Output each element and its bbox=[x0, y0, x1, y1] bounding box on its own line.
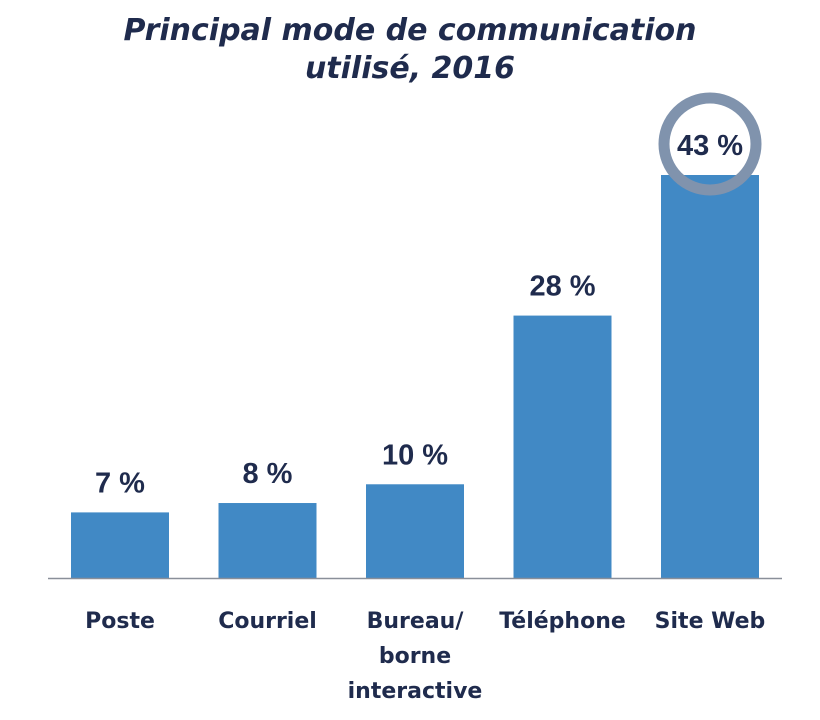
data-label-4: 43 % bbox=[677, 130, 743, 162]
bar-4 bbox=[661, 175, 759, 578]
category-label-0-line-0: Poste bbox=[85, 609, 155, 634]
chart-title: Principal mode de communication utilisé,… bbox=[0, 12, 820, 88]
data-label-3: 28 % bbox=[529, 271, 595, 303]
category-label-2-line-1: borne bbox=[379, 644, 451, 669]
category-label-0: Poste bbox=[85, 609, 155, 634]
category-label-1-line-0: Courriel bbox=[218, 609, 317, 634]
category-label-2-line-2: interactive bbox=[348, 679, 483, 704]
bar-3 bbox=[513, 315, 612, 578]
data-label-1: 8 % bbox=[243, 458, 293, 490]
chart-title-line-2: utilisé, 2016 bbox=[304, 51, 516, 86]
category-label-2: Bureau/borne interactive bbox=[348, 609, 483, 704]
chart-title-line-1: Principal mode de communication bbox=[123, 13, 697, 48]
category-label-3: Téléphone bbox=[499, 609, 626, 634]
bar-0 bbox=[71, 512, 169, 578]
data-label-0: 7 % bbox=[95, 467, 145, 499]
category-label-2-line-0: Bureau/ bbox=[367, 609, 465, 634]
bar-1 bbox=[218, 503, 317, 578]
highlight-ring bbox=[658, 92, 762, 196]
category-label-4-line-0: Site Web bbox=[655, 609, 766, 634]
category-label-1: Courriel bbox=[218, 609, 317, 634]
bar-2 bbox=[366, 484, 464, 578]
category-label-3-line-0: Téléphone bbox=[499, 609, 626, 634]
data-label-2: 10 % bbox=[382, 439, 448, 471]
category-label-4: Site Web bbox=[655, 609, 766, 634]
